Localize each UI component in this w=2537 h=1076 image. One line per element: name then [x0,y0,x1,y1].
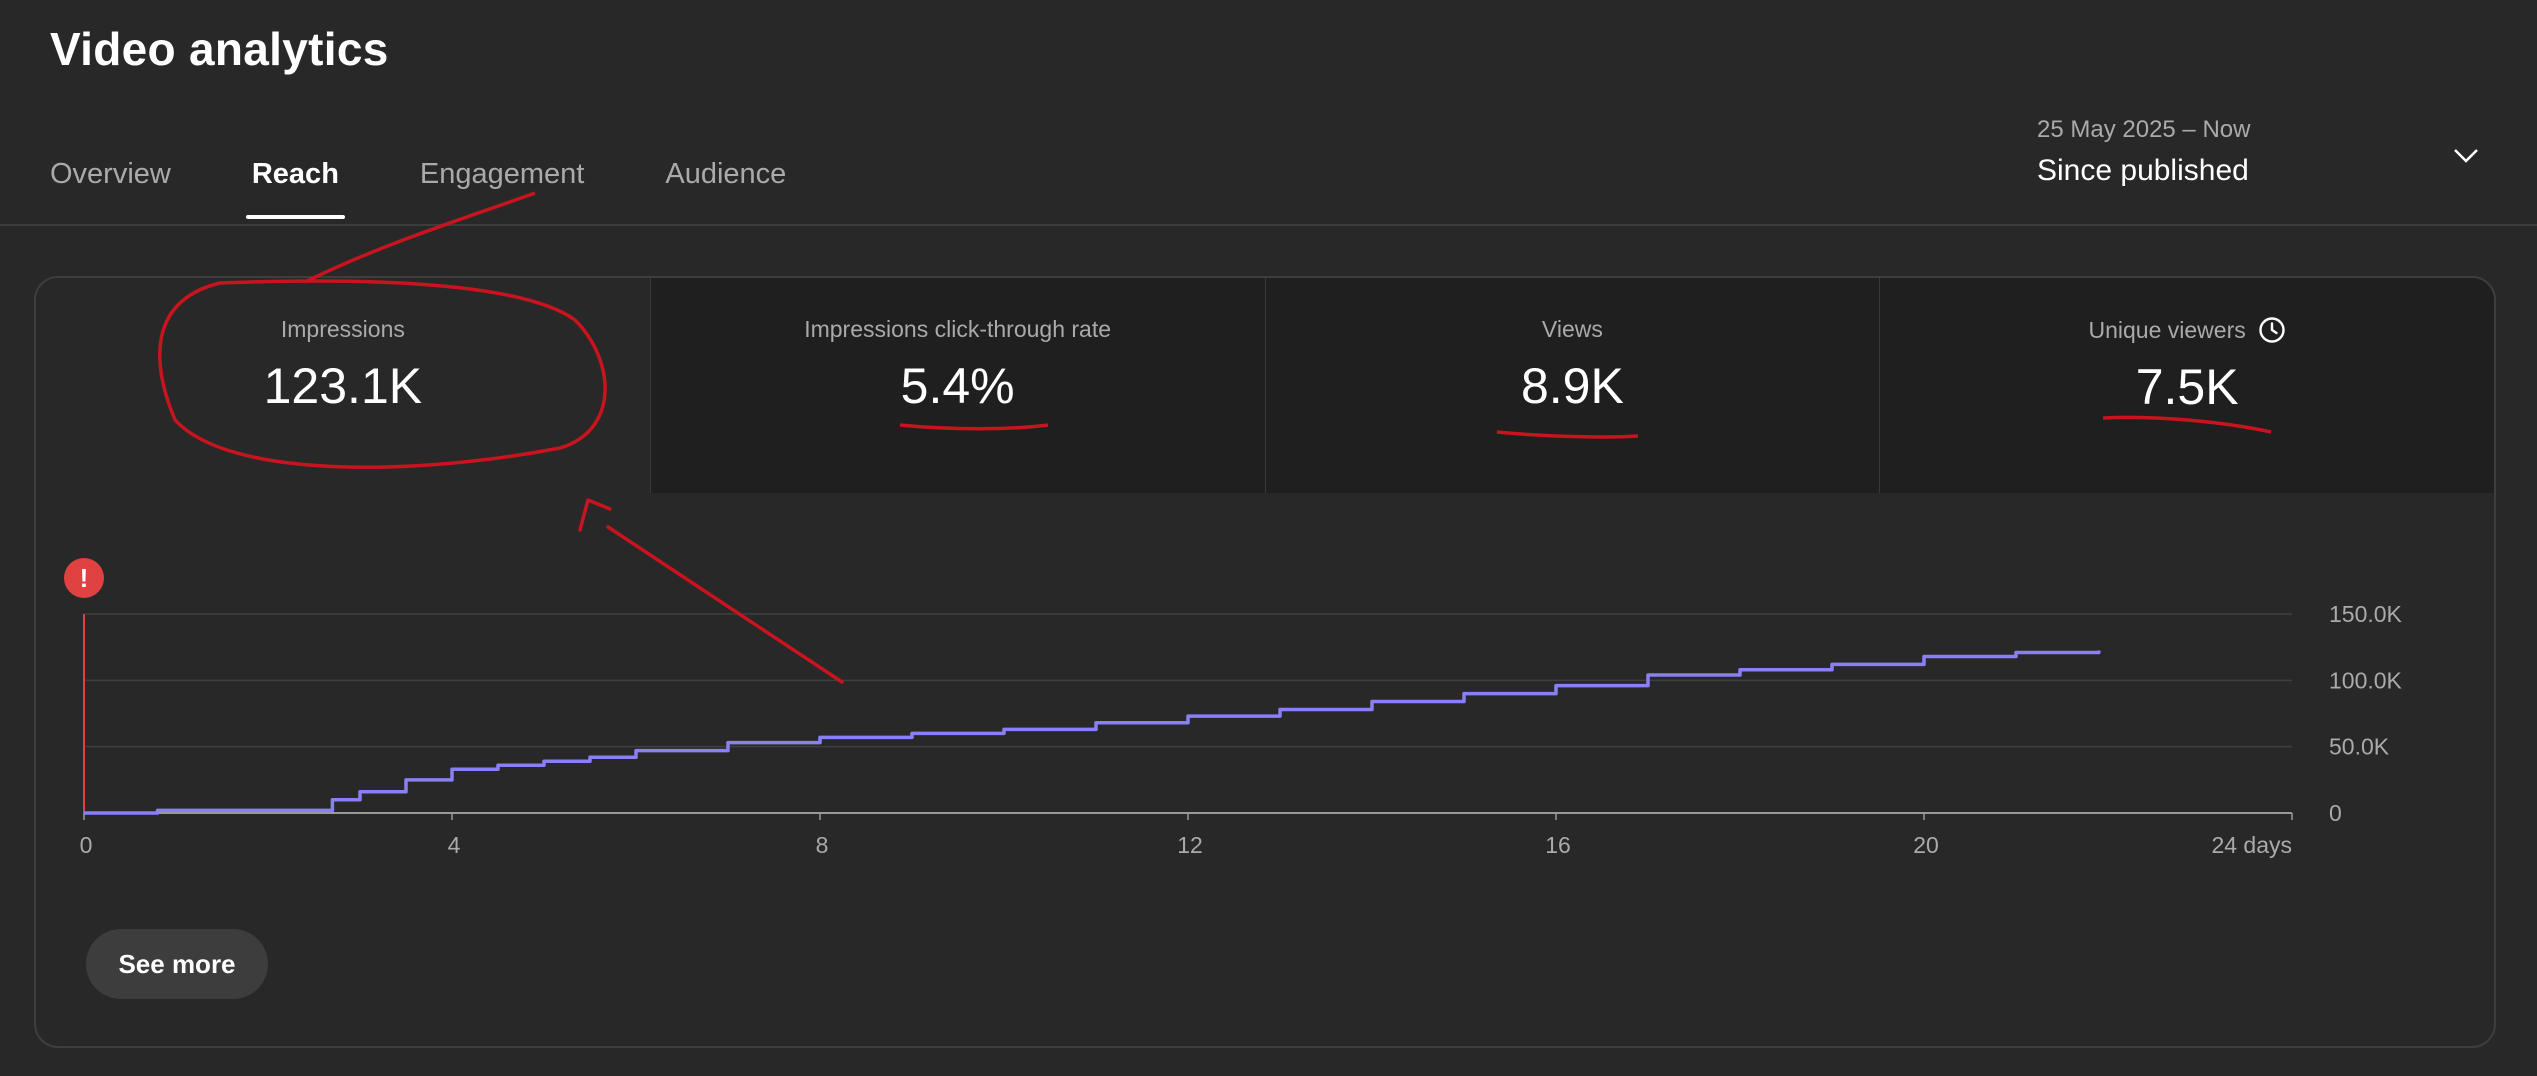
analytics-card: Impressions 123.1K Impressions click-thr… [34,276,2496,1048]
alert-icon [64,558,104,598]
metric-views[interactable]: Views 8.9K [1264,278,1880,493]
y-tick-label: 150.0K [2329,601,2403,627]
page-title: Video analytics [50,23,389,75]
metric-cards: Impressions 123.1K Impressions click-thr… [36,278,2494,493]
metric-label: Views [1541,316,1603,342]
x-tick-label: 20 [1913,832,1939,858]
x-tick-label: 8 [816,832,829,858]
tab-engagement[interactable]: Engagement [419,158,585,190]
metric-value: 5.4% [900,358,1015,414]
chevron-down-icon[interactable] [2452,141,2480,169]
impressions-series-line [84,650,2101,815]
y-tick-label: 50.0K [2329,734,2390,760]
date-range-selector[interactable]: 25 May 2025 – Now Since published [2037,116,2487,196]
impressions-chart: 0 50.0K 100.0K 150.0K 0 4 8 12 16 20 24 days! [64,558,2403,858]
date-range-dates: 25 May 2025 – Now [2037,116,2251,143]
metric-label: Impressions [280,316,405,342]
metric-label: Impressions click-through rate [804,316,1112,342]
clock-icon[interactable] [2258,316,2286,344]
y-tick-label: 0 [2329,800,2342,826]
metric-label: Unique viewers [2088,316,2246,343]
metric-impressions[interactable]: Impressions 123.1K [36,278,650,493]
metric-unique-viewers[interactable]: Unique viewers 7.5K [1879,278,2494,493]
header-divider [0,224,2537,226]
metric-value: 7.5K [2135,359,2239,415]
metric-value: 123.1K [263,358,423,414]
date-range-label: Since published [2037,154,2249,187]
metric-value: 8.9K [1520,358,1624,414]
x-tick-label: 24 days [2211,832,2292,858]
metric-ctr[interactable]: Impressions click-through rate 5.4% [649,278,1265,493]
see-more-button[interactable]: See more [86,929,268,999]
tab-overview[interactable]: Overview [50,158,171,190]
annotation-stroke [304,191,536,284]
alert-icon-glyph: ! [80,563,89,593]
x-tick-label: 4 [448,832,461,858]
x-tick-label: 0 [80,832,93,858]
y-tick-label: 100.0K [2329,667,2403,693]
x-tick-label: 12 [1177,832,1203,858]
tab-reach[interactable]: Reach [245,158,345,219]
tab-bar: Overview Reach Engagement Audience [50,158,867,219]
tab-audience[interactable]: Audience [665,158,787,190]
x-tick-label: 16 [1545,832,1571,858]
